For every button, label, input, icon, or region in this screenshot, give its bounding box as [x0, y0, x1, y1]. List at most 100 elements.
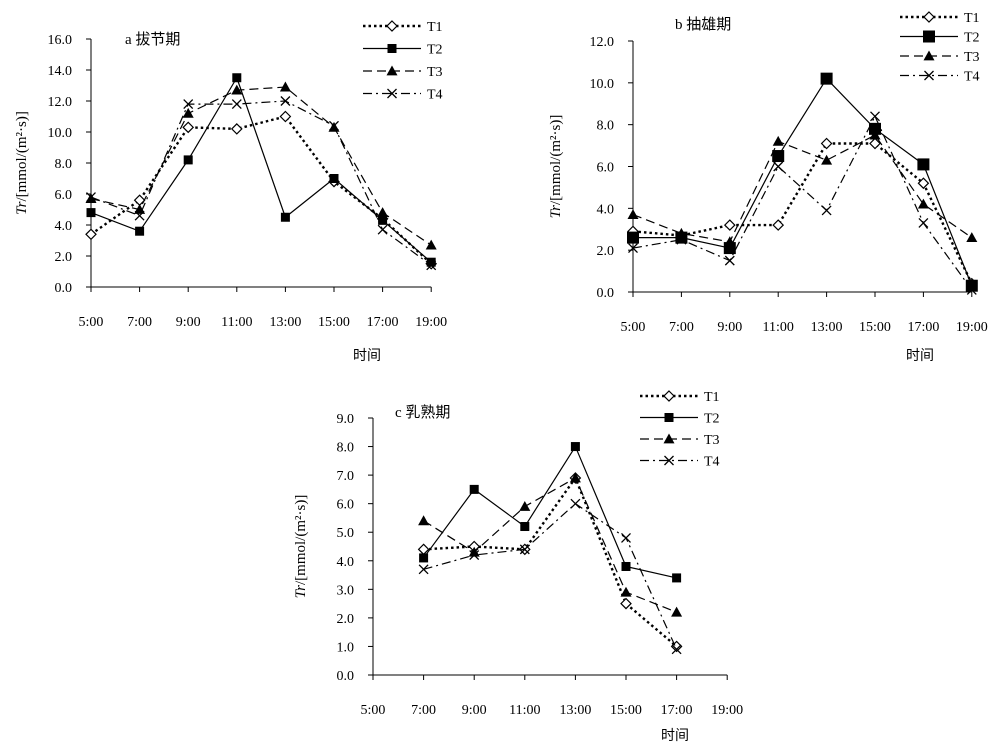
data-point	[86, 192, 96, 203]
legend-marker	[923, 11, 935, 23]
data-point	[183, 99, 194, 110]
data-point	[231, 84, 243, 95]
legend-label: T1	[704, 390, 720, 405]
legend-item: T4	[363, 88, 443, 103]
y-tick-label: 5.0	[337, 526, 355, 541]
x-tick-label: 7:00	[669, 320, 694, 335]
legend-item: T2	[363, 43, 443, 58]
y-tick-label: 0.0	[337, 669, 355, 684]
legend-item: T1	[640, 390, 720, 405]
series-line	[632, 142, 973, 285]
data-point	[86, 208, 96, 218]
data-point	[627, 209, 639, 220]
data-point	[570, 498, 581, 509]
data-point	[280, 96, 291, 106]
data-point	[676, 234, 687, 245]
data-point	[965, 279, 978, 292]
series-T4	[86, 96, 437, 271]
legend-label: T3	[704, 433, 720, 448]
legend: T1 T2 T3 T4	[363, 20, 443, 103]
data-point	[917, 177, 930, 190]
data-point	[820, 137, 833, 150]
x-tick-label: 9:00	[462, 703, 487, 718]
data-point	[230, 123, 243, 135]
x-tick-label: 11:00	[509, 703, 540, 718]
data-point	[723, 219, 736, 231]
series-T2	[86, 73, 436, 267]
y-tick-label: 1.0	[337, 640, 355, 655]
series-line	[632, 134, 973, 243]
x-tick-label: 17:00	[661, 703, 693, 718]
data-point	[772, 150, 785, 163]
y-tick-label: 14.0	[48, 64, 73, 79]
data-point	[182, 107, 194, 118]
data-point	[135, 226, 145, 236]
x-tick-label: 7:00	[411, 703, 436, 718]
x-tick-label: 15:00	[859, 320, 891, 335]
legend: T1 T2 T3 T4	[640, 390, 720, 470]
legend-label: T1	[427, 20, 443, 35]
data-point	[426, 257, 436, 267]
y-tick-label: 2.0	[337, 612, 355, 627]
y-tick-label: 9.0	[337, 412, 355, 427]
data-point	[628, 243, 638, 254]
y-tick-label: 4.0	[55, 219, 73, 234]
legend-label: T2	[964, 31, 980, 46]
data-point	[821, 154, 833, 165]
data-point	[918, 218, 929, 228]
data-point	[869, 137, 881, 150]
series-T3	[418, 472, 683, 617]
legend-marker	[386, 20, 398, 32]
series-line	[633, 78, 973, 286]
data-point	[519, 501, 531, 511]
data-point	[329, 120, 339, 131]
legend-marker	[663, 433, 675, 444]
x-tick-label: 5:00	[361, 703, 386, 718]
series-T1	[417, 472, 683, 653]
x-tick-label: 19:00	[415, 315, 447, 330]
legend-label: T3	[427, 65, 443, 80]
x-tick-label: 11:00	[221, 315, 252, 330]
data-point	[772, 135, 784, 146]
legend-marker	[387, 88, 397, 99]
y-tick-label: 0.0	[55, 281, 73, 296]
data-point	[377, 207, 389, 217]
x-tick-label: 19:00	[956, 320, 988, 335]
x-axis-label: 时间	[661, 728, 689, 744]
data-point	[772, 219, 785, 231]
legend-item: T2	[640, 412, 720, 427]
y-tick-label: 4.0	[597, 202, 615, 217]
series-line	[423, 445, 677, 579]
panel-b: 0.0 2.0 4.0 6.0 8.0 10.0 12.0 5:00 7:00 9:00 11:00…	[548, 11, 988, 364]
x-tick-label: 15:00	[318, 315, 350, 330]
legend-label: T4	[964, 70, 980, 85]
data-point	[418, 564, 429, 575]
legend-marker	[924, 70, 934, 81]
y-tick-label: 12.0	[48, 95, 73, 110]
x-tick-label: 9:00	[176, 315, 201, 330]
x-tick-label: 17:00	[367, 315, 399, 330]
data-point	[182, 121, 195, 134]
data-point	[418, 515, 430, 526]
legend-marker	[923, 30, 935, 43]
data-point	[627, 231, 639, 244]
y-tick-label: 10.0	[590, 77, 615, 92]
x-tick-label: 13:00	[559, 703, 591, 718]
data-point	[469, 484, 479, 494]
data-point	[966, 284, 977, 295]
legend-item: T1	[363, 20, 443, 35]
series-line	[423, 503, 678, 650]
y-tick-label: 6.0	[55, 188, 73, 203]
data-point	[279, 110, 292, 123]
data-point	[469, 550, 480, 561]
panel-title: c 乳熟期	[395, 404, 450, 421]
data-point	[820, 72, 833, 85]
x-tick-label: 13:00	[269, 315, 301, 330]
data-point	[85, 228, 97, 241]
legend-marker	[664, 455, 674, 466]
y-tick-label: 8.0	[55, 157, 73, 172]
data-point	[620, 597, 632, 610]
y-tick-label: 10.0	[48, 126, 73, 141]
y-tick-label: 6.0	[597, 161, 615, 176]
data-point	[231, 99, 242, 110]
